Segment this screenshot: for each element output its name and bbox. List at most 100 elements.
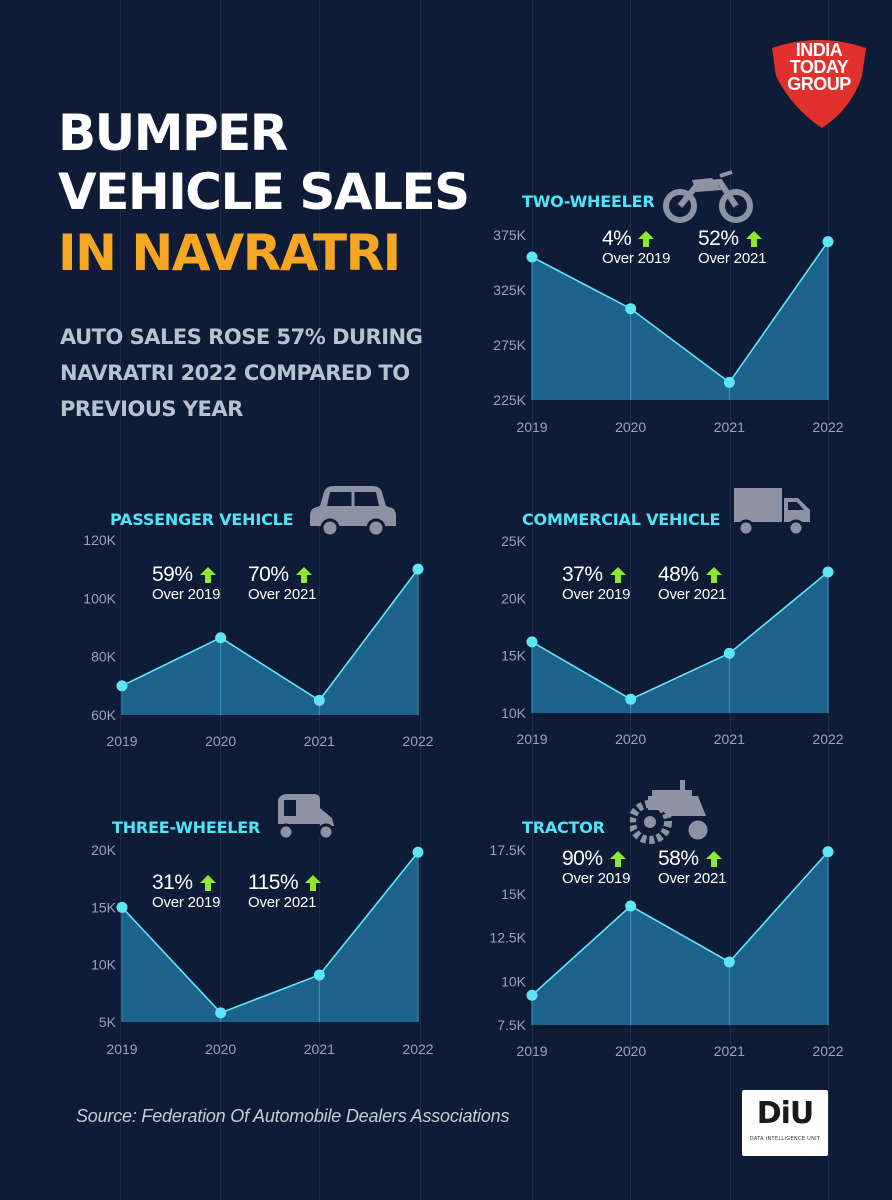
tractor-icon: [630, 780, 711, 844]
stat-percent: 70%: [248, 563, 289, 586]
data-point: [625, 303, 637, 315]
data-point: [822, 236, 834, 248]
headline-line-3: IN NAVRATRI: [58, 224, 401, 282]
chart-plot: 17.5K 15K 12.5K 10K 7.5K 2019 2020 2021 2022: [489, 842, 843, 1059]
car-icon: [310, 486, 396, 538]
chart-title: THREE-WHEELER: [112, 818, 261, 837]
stat-percent: 58%: [658, 847, 699, 870]
stat-over-2019: 90% Over 2019: [562, 848, 672, 888]
series-line: [121, 851, 419, 1014]
series-line: [531, 571, 829, 701]
three-wheeler-chart: THREE-WHEELER 20K 15K 10K 5K 2019 2020 2021 202…: [52, 792, 472, 1057]
truck-icon: [734, 488, 810, 537]
y-tick-label: 10K: [501, 973, 527, 989]
auto-rickshaw-icon: [277, 794, 335, 841]
commercial-vehicle-chart: COMMERCIAL VEHICLE 25K 20K 15K 10K 2019 2020 2…: [462, 484, 882, 747]
up-arrow-icon: [705, 851, 722, 868]
y-tick-label: 10K: [91, 957, 117, 973]
y-tick-label: 20K: [501, 590, 527, 606]
y-tick-label: 325K: [493, 282, 526, 298]
stat-label: Over 2021: [658, 586, 727, 603]
data-point: [822, 846, 834, 858]
up-arrow-icon: [609, 851, 626, 868]
subtitle-line-2: NAVRATRI 2022 COMPARED TO: [60, 361, 410, 385]
x-tick-label: 2020: [615, 1043, 646, 1059]
up-arrow-icon: [638, 231, 655, 248]
data-point: [526, 251, 538, 263]
up-arrow-icon: [295, 567, 312, 584]
y-tick-label: 25K: [501, 533, 527, 549]
up-arrow-icon: [609, 567, 626, 584]
stat-label: Over 2019: [152, 586, 221, 603]
up-arrow-icon: [705, 567, 722, 584]
diu-badge-text: DiU: [756, 1096, 815, 1131]
data-point: [116, 680, 128, 692]
stat-percent: 4%: [602, 227, 632, 250]
chart-title: COMMERCIAL VEHICLE: [522, 510, 721, 529]
x-tick-label: 2021: [714, 1043, 745, 1059]
background-line: [319, 0, 320, 1200]
logo-line: GROUP: [787, 74, 851, 94]
area-fill: [532, 571, 828, 713]
x-tick-label: 2020: [205, 1041, 236, 1057]
y-tick-label: 5K: [99, 1014, 117, 1030]
x-tick-label: 2019: [516, 731, 547, 747]
data-point: [526, 989, 538, 1001]
x-tick-label: 2021: [304, 733, 335, 749]
x-tick-label: 2020: [615, 419, 646, 435]
y-tick-label: 100K: [83, 590, 116, 606]
x-tick-label: 2019: [106, 733, 137, 749]
y-tick-label: 60K: [91, 707, 117, 723]
data-point: [116, 901, 128, 913]
background-line: [220, 0, 221, 1200]
x-tick-label: 2019: [106, 1041, 137, 1057]
x-tick-label: 2020: [615, 731, 646, 747]
stat-over-2019: 31% Over 2019: [152, 872, 262, 912]
subtitle-line-1: AUTO SALES ROSE 57% DURING: [60, 325, 423, 349]
x-tick-label: 2022: [812, 731, 843, 747]
stat-over-2021: 70% Over 2021: [248, 564, 358, 604]
diu-badge: DiU DATA INTELLIGENCE UNIT: [742, 1090, 828, 1156]
y-tick-label: 7.5K: [497, 1017, 526, 1033]
stat-label: Over 2021: [248, 586, 317, 603]
stat-percent: 52%: [698, 227, 739, 250]
stat-over-2021: 115% Over 2021: [248, 872, 358, 912]
logo-line: TODAY: [789, 57, 849, 77]
two-wheeler-chart: TWO-WHEELER 375K 325K 275K 225K 2019 2020 2021…: [462, 168, 882, 435]
passenger-vehicle-chart: PASSENGER VEHICLE 120K 100K 80K 60K 2019 2020…: [52, 484, 472, 749]
series-line: [531, 241, 829, 384]
source-note: Source: Federation Of Automobile Dealers…: [76, 1106, 510, 1126]
y-tick-label: 15K: [501, 648, 527, 664]
stat-percent: 90%: [562, 847, 603, 870]
background-line: [532, 0, 533, 1200]
stat-over-2021: 52% Over 2021: [698, 228, 808, 268]
area-fill: [122, 569, 418, 715]
x-tick-label: 2021: [304, 1041, 335, 1057]
stat-percent: 59%: [152, 563, 193, 586]
y-tick-label: 20K: [91, 842, 117, 858]
tractor-chart: TRACTOR 17.5K 15K 12.5K 10K 7.5K 2019 2020 2021…: [462, 780, 882, 1059]
stat-label: Over 2019: [602, 250, 671, 267]
up-arrow-icon: [745, 231, 762, 248]
chart-plot: 25K 20K 15K 10K 2019 2020 2021 2022: [501, 533, 844, 747]
x-tick-label: 2022: [402, 1041, 433, 1057]
stat-over-2021: 48% Over 2021: [658, 564, 768, 604]
x-tick-label: 2020: [205, 733, 236, 749]
chart-plot: 20K 15K 10K 5K 2019 2020 2021 2022: [91, 842, 434, 1057]
x-tick-label: 2021: [714, 419, 745, 435]
stat-percent: 115%: [248, 871, 299, 894]
data-point: [313, 694, 325, 706]
motorcycle-icon: [663, 170, 753, 223]
series-line: [531, 851, 829, 996]
chart-title: TWO-WHEELER: [522, 192, 655, 211]
stat-percent: 48%: [658, 563, 699, 586]
india-today-group-logo: INDIA TODAY GROUP: [766, 36, 872, 130]
headline-line-2: VEHICLE SALES: [58, 163, 470, 221]
data-point: [215, 632, 227, 644]
up-arrow-icon: [305, 875, 322, 892]
chart-title: PASSENGER VEHICLE: [110, 510, 294, 529]
stat-over-2021: 58% Over 2021: [658, 848, 768, 888]
background-line: [630, 0, 631, 1200]
y-tick-label: 10K: [501, 705, 527, 721]
up-arrow-icon: [199, 567, 216, 584]
